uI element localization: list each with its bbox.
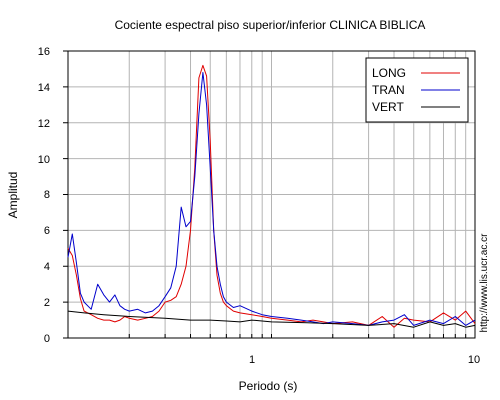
y-tick-label-10: 10 [38, 154, 50, 166]
y-tick-label-6: 6 [44, 225, 50, 237]
y-tick-label-4: 4 [44, 261, 50, 273]
x-tick-label-10: 10 [468, 354, 480, 366]
x-tick-label-1: 1 [249, 354, 255, 366]
y-tick-label-12: 12 [38, 118, 50, 130]
legend-label-long: LONG [372, 66, 406, 80]
y-tick-label-2: 2 [44, 297, 50, 309]
source-url: http://www.lis.ucr.ac.cr [479, 233, 490, 333]
legend-label-vert: VERT [372, 100, 404, 114]
y-tick-label-0: 0 [44, 333, 50, 345]
legend-label-tran: TRAN [372, 83, 405, 97]
series-line-vert [67, 310, 476, 328]
y-axis-title: Amplitud [6, 172, 20, 219]
axis-ticks [63, 50, 467, 339]
y-tick-label-8: 8 [44, 189, 50, 201]
series-line-long [67, 64, 476, 328]
legend: LONG TRAN VERT [365, 57, 469, 123]
x-axis-title: Periodo (s) [239, 379, 298, 393]
chart-title: Cociente espectral piso superior/inferio… [115, 18, 426, 32]
y-tick-label-14: 14 [38, 82, 50, 94]
series-lines [67, 64, 476, 328]
y-tick-label-16: 16 [38, 46, 50, 58]
